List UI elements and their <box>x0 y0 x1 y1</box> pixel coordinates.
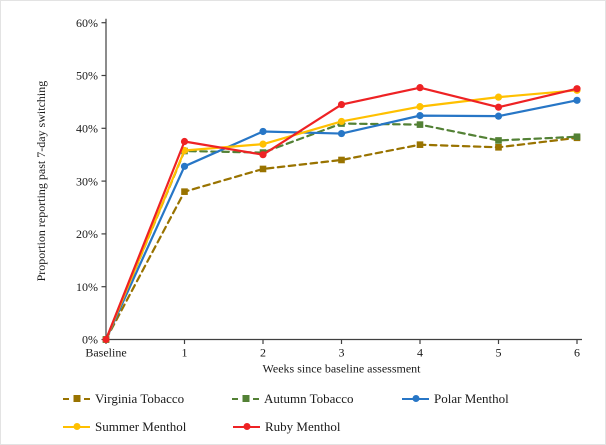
data-point-virginia-tobacco <box>495 144 502 151</box>
data-point-polar-menthol <box>259 127 267 136</box>
y-tick-label: 10% <box>76 280 98 294</box>
data-point-autumn-tobacco <box>495 137 502 144</box>
data-point-virginia-tobacco <box>181 188 188 195</box>
legend-swatch-solid-circle <box>63 422 90 433</box>
x-tick-label: 6 <box>574 346 580 360</box>
x-tick-label: 1 <box>182 346 188 360</box>
data-point-ruby-menthol <box>102 335 110 344</box>
chart-legend: Virginia Tobacco Autumn Tobacco Polar Me… <box>1 384 605 444</box>
data-point-autumn-tobacco <box>416 121 424 128</box>
x-axis-title: Weeks since baseline assessment <box>263 362 422 376</box>
y-tick-label: 40% <box>76 122 98 136</box>
series-line-autumn-tobacco <box>104 122 579 341</box>
legend-label: Polar Menthol <box>434 391 509 406</box>
data-point-summer-menthol <box>337 117 346 126</box>
data-point-ruby-menthol <box>259 151 267 159</box>
data-point-ruby-menthol <box>494 103 503 111</box>
data-point-ruby-menthol <box>337 100 346 109</box>
legend-swatch-solid-circle <box>402 394 429 405</box>
legend-label: Summer Menthol <box>95 419 187 434</box>
legend-item-autumn-tobacco: Autumn Tobacco <box>232 392 353 406</box>
data-point-polar-menthol <box>337 129 346 138</box>
data-point-ruby-menthol <box>180 137 189 146</box>
y-tick-label: 0% <box>82 333 98 347</box>
legend-swatch-dashed-square <box>232 394 259 405</box>
data-point-summer-menthol <box>259 140 267 148</box>
x-tick-label: 4 <box>417 346 423 360</box>
data-point-autumn-tobacco <box>573 133 581 141</box>
x-tick-label: 3 <box>339 346 345 360</box>
y-tick-label: 60% <box>76 16 98 30</box>
y-tick-label: 30% <box>76 174 98 188</box>
data-point-virginia-tobacco <box>338 156 345 164</box>
legend-item-virginia-tobacco: Virginia Tobacco <box>63 392 184 406</box>
legend-item-ruby-menthol: Ruby Menthol <box>233 420 340 434</box>
legend-label: Ruby Menthol <box>265 419 341 434</box>
series-line-summer-menthol <box>104 89 579 341</box>
data-point-polar-menthol <box>573 96 581 104</box>
y-tick-label: 20% <box>76 227 98 241</box>
data-point-polar-menthol <box>180 162 189 170</box>
legend-label: Virginia Tobacco <box>95 391 185 406</box>
legend-swatch-solid-circle <box>233 422 260 433</box>
data-point-ruby-menthol <box>416 84 424 92</box>
legend-label: Autumn Tobacco <box>264 391 354 406</box>
x-tick-label: 5 <box>496 346 502 360</box>
data-point-virginia-tobacco <box>416 141 424 148</box>
legend-item-polar-menthol: Polar Menthol <box>402 392 509 406</box>
data-point-virginia-tobacco <box>259 165 267 173</box>
data-point-ruby-menthol <box>573 85 581 93</box>
y-tick-label: 50% <box>76 69 98 83</box>
data-point-polar-menthol <box>416 112 424 120</box>
data-point-summer-menthol <box>494 93 503 101</box>
data-point-polar-menthol <box>494 112 503 120</box>
x-tick-label: 2 <box>260 346 266 360</box>
legend-swatch-dashed-square <box>63 394 90 405</box>
y-axis-title: Proportion reporting past 7-day switchin… <box>34 81 48 282</box>
legend-item-summer-menthol: Summer Menthol <box>63 420 186 434</box>
data-point-summer-menthol <box>416 103 424 111</box>
x-tick-label: Baseline <box>85 346 126 360</box>
